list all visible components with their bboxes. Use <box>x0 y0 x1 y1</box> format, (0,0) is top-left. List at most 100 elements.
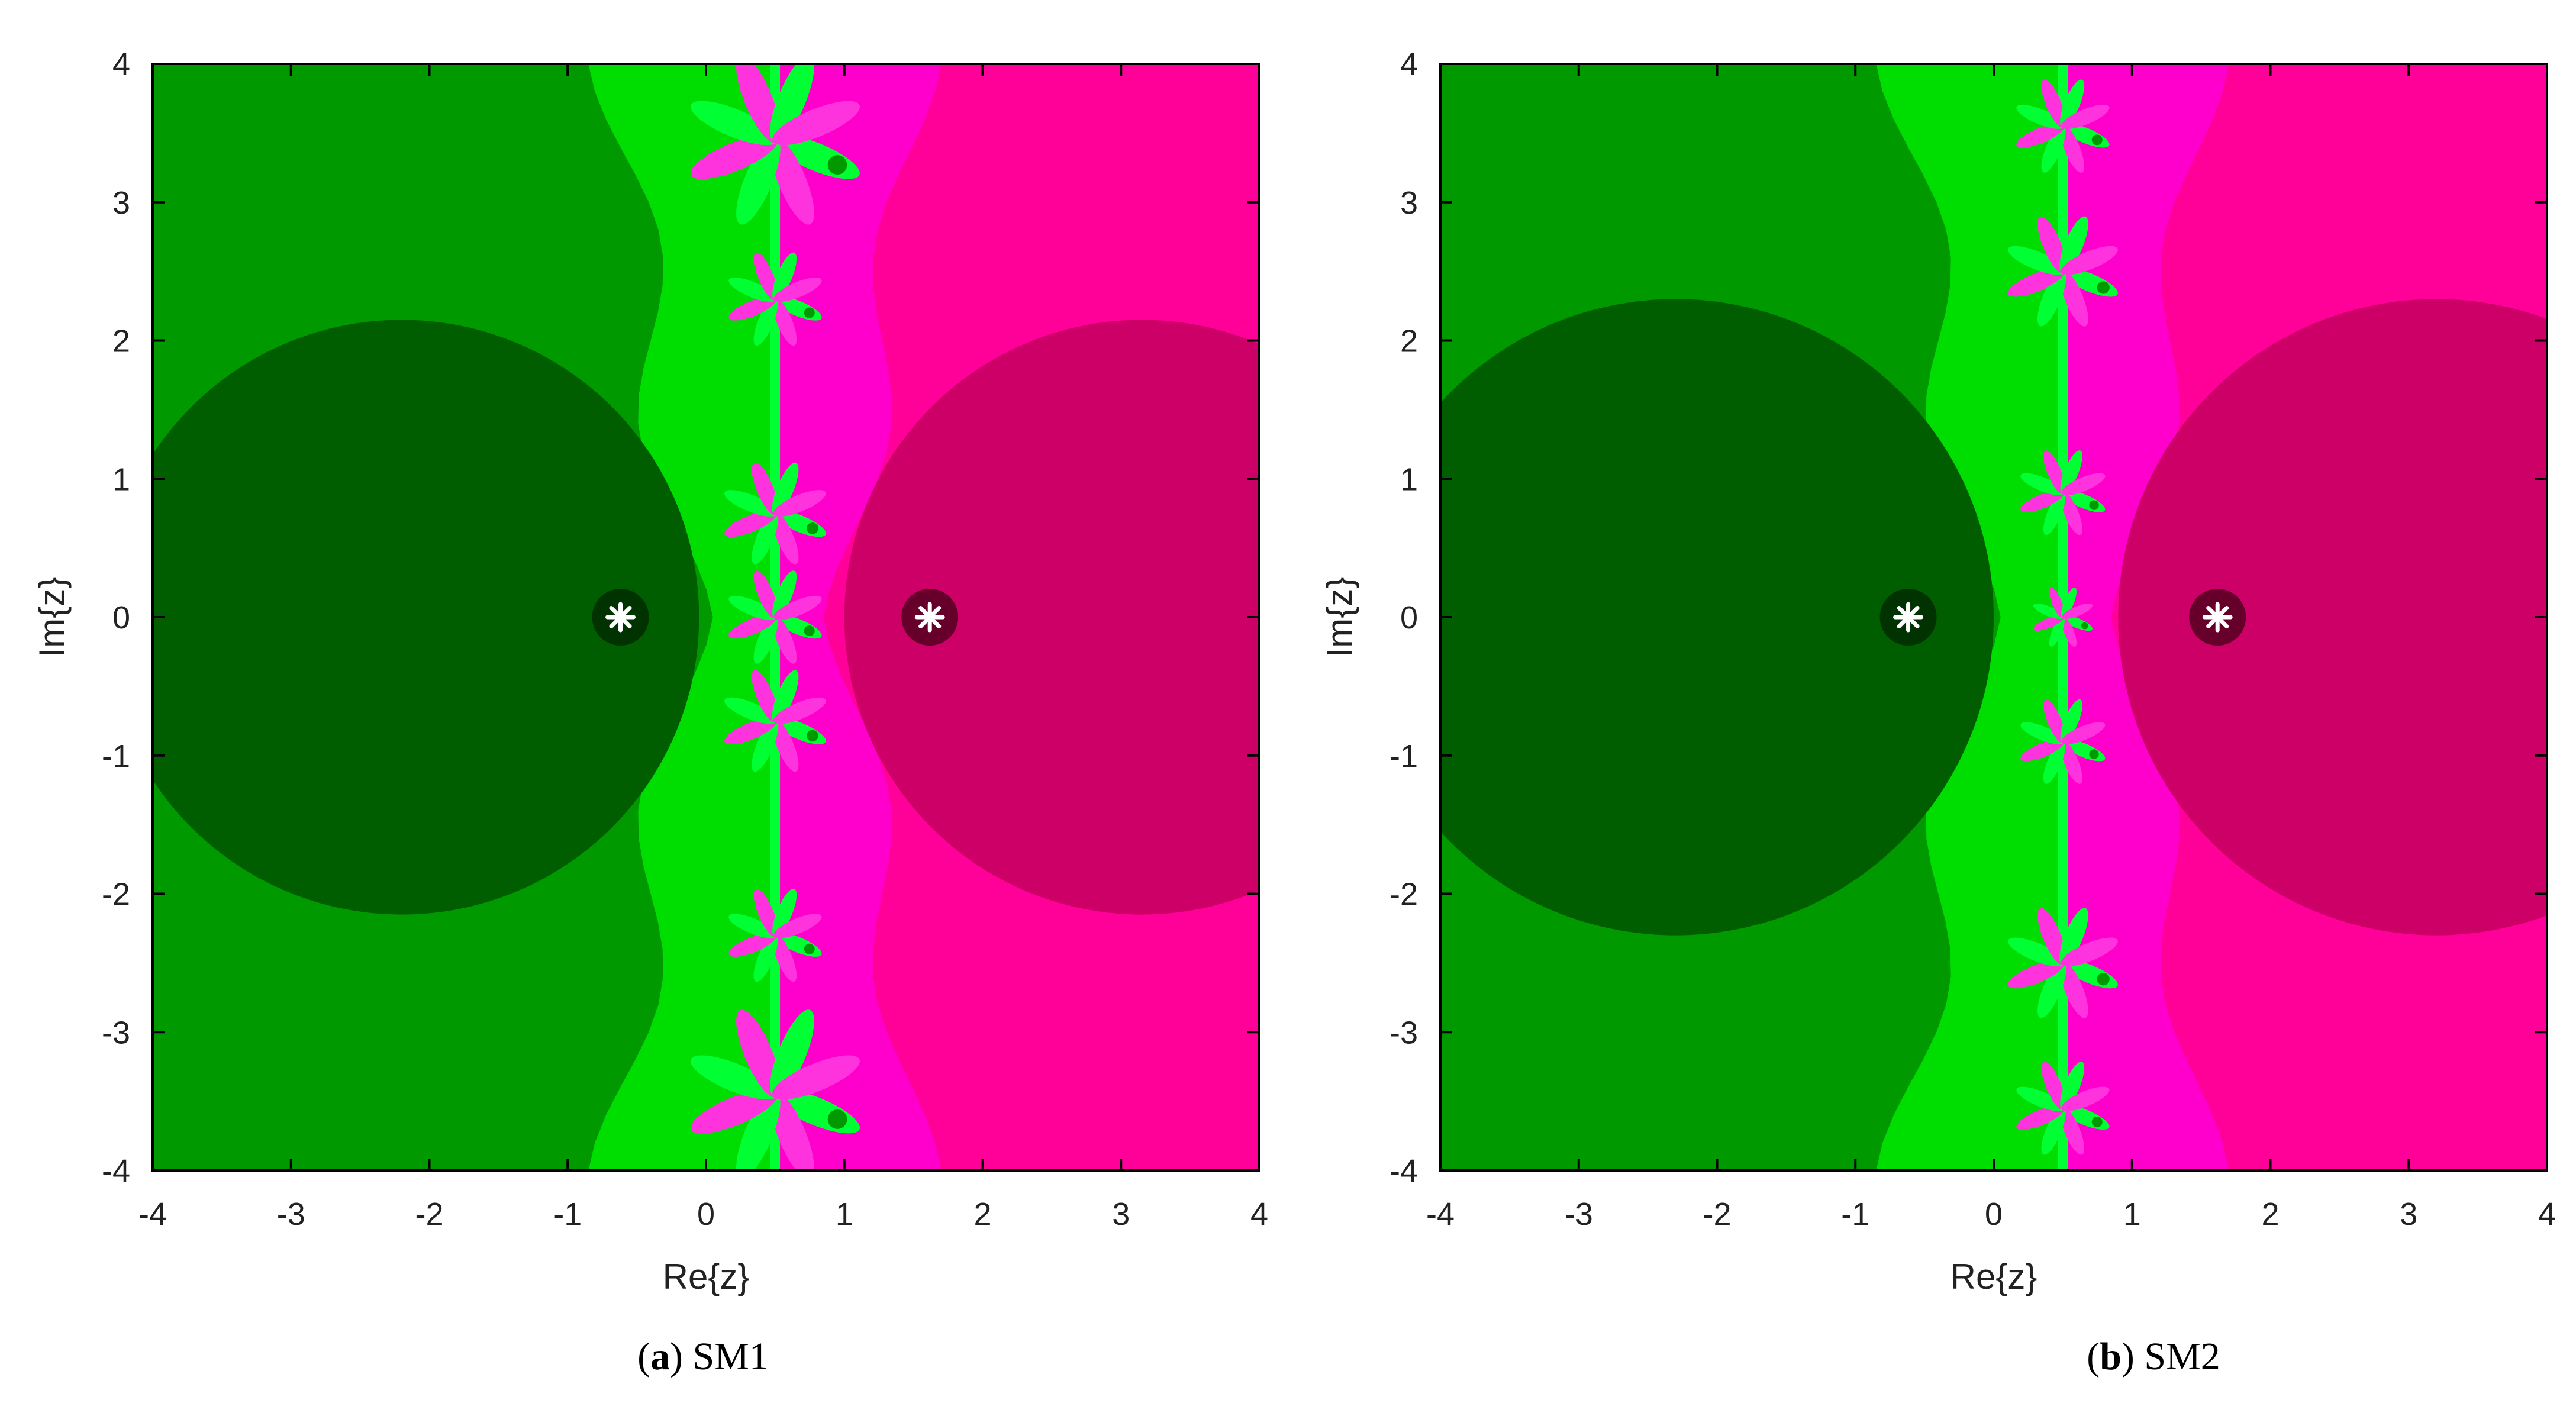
y-tick-label: -4 <box>102 1153 130 1189</box>
root-marker <box>605 602 636 633</box>
bloom-bud <box>2089 749 2099 759</box>
bloom-petal <box>2041 79 2066 128</box>
bloom-petal <box>736 64 781 143</box>
x-tick-label: -3 <box>1565 1196 1593 1232</box>
bloom-petal <box>2059 269 2088 327</box>
bloom-petal <box>770 1091 814 1170</box>
bloom-petal <box>690 1089 778 1134</box>
bloom-petal <box>772 462 799 515</box>
root-marker-stroke <box>609 605 632 629</box>
bloom-petal <box>2059 961 2088 1018</box>
bloom-petal <box>753 570 778 619</box>
fractal-bloom <box>690 64 860 225</box>
bloom-bud <box>827 1109 847 1129</box>
bloom-petal <box>2049 587 2065 618</box>
bloom-petal <box>2033 615 2064 631</box>
basin-field <box>1440 64 2547 1170</box>
basin-plot-sm1: -4 -3 -2 -1 0 1 2 3 4 -4 -3 -2 -1 0 1 2 3 4 Re{z} Im{z} <box>32 47 1268 1296</box>
y-tick-label: 2 <box>112 324 130 359</box>
bloom-petal <box>736 1091 781 1170</box>
y-tick-label: 4 <box>1400 47 1418 82</box>
x-tick-label: -1 <box>553 1196 582 1232</box>
bloom-petal <box>2059 908 2088 965</box>
fractal-bloom <box>724 462 826 565</box>
bloom-petal <box>724 490 777 517</box>
bloom-petal <box>772 101 860 146</box>
bloom-bud <box>807 730 818 742</box>
bloom-petal <box>2007 246 2065 275</box>
bloom-petal <box>2007 959 2065 989</box>
bloom-petal <box>772 252 797 301</box>
bloom-petal <box>2061 246 2118 275</box>
bloom-petal <box>2060 1107 2085 1155</box>
bloom-petal <box>724 718 777 744</box>
root-marker <box>1893 602 1924 633</box>
bloom-petal <box>2016 104 2065 129</box>
y-tick-label: 0 <box>1400 600 1418 636</box>
bloom-petal <box>2060 699 2082 743</box>
caption-sm2: (b) SM2 <box>2087 1335 2220 1378</box>
x-tick-label: 1 <box>2123 1196 2141 1232</box>
bloom-petal <box>2020 473 2065 495</box>
bloom-petal <box>2060 740 2082 784</box>
x-tick-label: -2 <box>1703 1196 1731 1232</box>
basin-right-near <box>2062 64 2229 1170</box>
caption-sm1: (a) SM1 <box>637 1335 769 1378</box>
bloom-petal <box>2043 491 2066 536</box>
bloom-petal <box>2020 490 2065 512</box>
bloom-bud <box>804 625 815 637</box>
y-axis-label: Im{z} <box>1320 577 1359 658</box>
basin-left-near <box>1876 64 2063 1170</box>
bloom-petal <box>2043 740 2066 784</box>
x-tick-label: 4 <box>2538 1196 2556 1232</box>
bloom-petal <box>770 1009 814 1098</box>
bloom-petal <box>773 914 822 938</box>
bloom-petal <box>2043 699 2066 743</box>
x-tick-label: -2 <box>415 1196 443 1232</box>
bloom-petal <box>772 1055 860 1100</box>
x-tick-label: 4 <box>1250 1196 1268 1232</box>
y-tick-label: 1 <box>112 462 130 497</box>
caption-letter: b <box>2100 1335 2122 1378</box>
x-tick-label: 1 <box>836 1196 853 1232</box>
x-tick-label: -4 <box>1426 1196 1455 1232</box>
fractal-bloom <box>2033 587 2093 647</box>
y-tick-label: -2 <box>1389 877 1418 912</box>
panel-sm1: -4 -3 -2 -1 0 1 2 3 4 -4 -3 -2 -1 0 1 2 3 4 Re{z} Im{z} (a)… <box>32 47 1268 1378</box>
bloom-petal <box>2037 908 2066 965</box>
bloom-petal <box>770 137 814 225</box>
bloom-bud <box>804 943 815 954</box>
fractal-bloom <box>2007 908 2118 1018</box>
root-marker-stroke <box>1897 605 1920 629</box>
basin-field <box>153 64 1259 1170</box>
bloom-petal <box>753 252 778 301</box>
bloom-petal <box>736 137 781 225</box>
y-tick-label: 3 <box>112 185 130 221</box>
bloom-petal <box>724 697 777 724</box>
fractal-bloom <box>728 570 822 664</box>
y-tick-label: 1 <box>1400 462 1418 497</box>
bloom-bud <box>2081 622 2088 630</box>
bloom-bud <box>2091 134 2103 146</box>
bloom-petal <box>2060 124 2085 173</box>
bloom-petal <box>753 297 778 346</box>
bloom-petal <box>2061 104 2110 129</box>
bloom-petal <box>773 595 822 620</box>
fractal-bloom <box>728 888 822 982</box>
x-tick-label: -3 <box>277 1196 305 1232</box>
root-marker <box>914 602 945 633</box>
fractal-bloom <box>724 670 826 772</box>
bloom-petal <box>736 1009 781 1098</box>
bloom-petal <box>2007 267 2065 297</box>
y-tick-label: 0 <box>112 600 130 636</box>
x-tick-label: 3 <box>2400 1196 2417 1232</box>
bloom-petal <box>2059 216 2088 273</box>
bloom-petal <box>690 1055 778 1100</box>
basin-left-near <box>588 64 775 1170</box>
bloom-petal <box>2016 1105 2065 1130</box>
bloom-petal <box>2060 491 2082 536</box>
bloom-petal <box>2016 123 2065 148</box>
y-axis-label: Im{z} <box>32 577 72 658</box>
bloom-petal <box>2061 473 2106 495</box>
caption-letter: a <box>650 1335 670 1378</box>
